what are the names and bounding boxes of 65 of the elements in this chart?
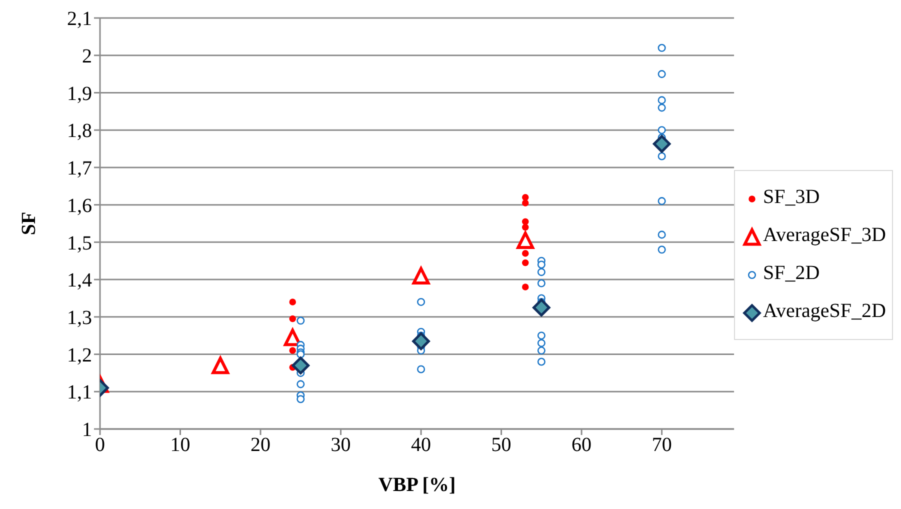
point	[289, 298, 296, 306]
y-tick-label: 2	[82, 45, 92, 68]
x-tick-label: 70	[652, 434, 672, 456]
x-axis-title: VBP [%]	[378, 474, 456, 496]
point	[417, 365, 426, 374]
point	[537, 268, 546, 276]
y-tick-label: 1,6	[67, 194, 92, 217]
y-tick-label: 1,3	[67, 307, 92, 330]
y-tick-label: 1,2	[67, 344, 92, 366]
x-tick-label: 20	[250, 434, 271, 456]
point	[289, 315, 296, 322]
point	[522, 194, 529, 201]
legend-label: SF_3D	[763, 186, 820, 209]
x-tick-label: 10	[170, 434, 190, 456]
point	[284, 328, 302, 346]
legend-label: AverageSF_2D	[763, 300, 886, 323]
x-tick-label: 60	[572, 434, 592, 456]
point	[658, 230, 666, 239]
point	[658, 197, 666, 206]
point	[537, 339, 546, 348]
y-tick-label: 1,4	[67, 270, 92, 292]
point	[296, 316, 305, 325]
point	[417, 298, 426, 306]
point	[537, 260, 546, 269]
y-tick-label: 1,9	[67, 82, 92, 105]
point	[537, 279, 546, 288]
point	[522, 284, 529, 290]
x-tick-label: 40	[411, 434, 432, 456]
point	[537, 358, 546, 366]
x-tick-label: 50	[491, 434, 512, 456]
point	[516, 232, 534, 250]
point	[658, 152, 666, 160]
point	[296, 380, 305, 388]
point	[412, 267, 430, 285]
point	[658, 246, 666, 254]
legend-label: SF_2D	[763, 262, 820, 285]
point	[522, 250, 529, 257]
point	[532, 298, 550, 316]
point	[412, 332, 430, 350]
point	[296, 395, 305, 404]
point	[537, 332, 546, 340]
point	[292, 356, 310, 374]
point	[522, 224, 529, 231]
point	[522, 218, 529, 226]
point	[658, 96, 666, 104]
point	[658, 126, 666, 134]
y-tick-label: 1,7	[67, 158, 92, 180]
x-tick-label: 30	[330, 434, 351, 456]
point	[522, 259, 529, 266]
x-tick-label: 0	[95, 434, 105, 456]
point	[289, 347, 296, 354]
point	[658, 104, 666, 112]
y-tick-label: 1	[82, 419, 92, 442]
point	[658, 70, 666, 78]
point	[212, 356, 230, 374]
y-tick-label: 1,1	[67, 382, 92, 404]
point	[522, 200, 529, 206]
y-axis-title: SF	[18, 212, 40, 236]
point	[658, 44, 666, 52]
legend-label: AverageSF_3D	[763, 224, 886, 247]
point	[537, 346, 546, 355]
y-tick-label: 2,1	[67, 8, 92, 30]
y-tick-label: 1,5	[67, 232, 92, 254]
point	[652, 135, 671, 153]
y-tick-label: 1,8	[67, 120, 92, 142]
